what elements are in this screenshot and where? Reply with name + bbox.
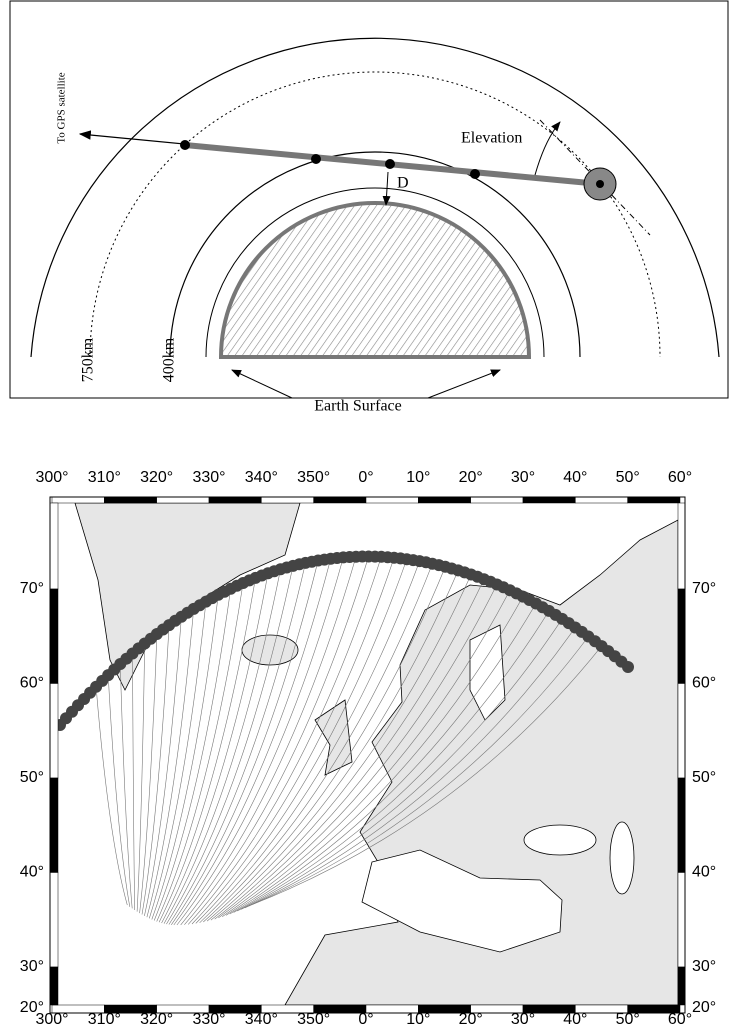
x-label-top: 330° xyxy=(192,469,225,486)
y-label-right: 70° xyxy=(692,580,716,597)
frame-stripe xyxy=(678,778,685,873)
frame-stripe xyxy=(628,497,680,503)
satellite-label: To GPS satellite xyxy=(56,72,68,143)
x-label-bottom: 60° xyxy=(668,1011,692,1026)
x-label-bottom: 340° xyxy=(245,1011,278,1026)
frame-stripe xyxy=(50,503,58,589)
x-label-top: 310° xyxy=(88,469,121,486)
frame-stripe xyxy=(366,497,418,503)
satellite-core xyxy=(596,180,604,188)
point xyxy=(470,169,480,179)
earth-label: Earth Surface xyxy=(314,398,402,415)
x-label-top: 60° xyxy=(668,469,692,486)
y-label-right: 20° xyxy=(692,999,716,1016)
y-label-left: 20° xyxy=(20,999,44,1016)
earth-arrow xyxy=(232,370,292,398)
point xyxy=(180,140,190,150)
x-label-bottom: 40° xyxy=(563,1011,587,1026)
elevation-label: Elevation xyxy=(461,130,522,147)
frame-stripe xyxy=(678,503,685,589)
frame-stripe xyxy=(50,684,58,779)
x-label-top: 0° xyxy=(358,469,373,486)
x-label-bottom: 330° xyxy=(192,1011,225,1026)
frame-stripe xyxy=(50,873,58,968)
x-label-bottom: 10° xyxy=(406,1011,430,1026)
frame-stripe xyxy=(418,497,470,503)
frame-stripe xyxy=(523,497,575,503)
point xyxy=(311,154,321,164)
frame-stripe xyxy=(50,778,58,873)
y-label-left: 70° xyxy=(20,580,44,597)
y-label-right: 60° xyxy=(692,675,716,692)
black-sea xyxy=(524,825,596,855)
x-label-bottom: 20° xyxy=(459,1011,483,1026)
frame-stripe xyxy=(678,873,685,968)
figure: To GPS satellite Elevation D 750km 400km… xyxy=(0,0,731,1026)
x-label-top: 320° xyxy=(140,469,173,486)
frame-stripe xyxy=(50,589,58,684)
frame-stripe xyxy=(52,497,104,503)
x-label-top: 10° xyxy=(406,469,430,486)
frame-stripe xyxy=(471,497,523,503)
elevation-arc xyxy=(535,122,560,175)
frame-stripe xyxy=(575,497,627,503)
page: To GPS satellite Elevation D 750km 400km… xyxy=(0,0,731,1031)
y-label-right: 30° xyxy=(692,958,716,975)
frame-stripe xyxy=(678,684,685,779)
frame-stripe xyxy=(314,497,366,503)
r750-label: 750km xyxy=(80,337,97,382)
caspian-sea xyxy=(610,822,634,894)
y-label-right: 50° xyxy=(692,769,716,786)
earth xyxy=(221,203,529,357)
y-label-left: 30° xyxy=(20,958,44,975)
x-label-bottom: 350° xyxy=(297,1011,330,1026)
d-label: D xyxy=(397,175,409,192)
x-label-top: 350° xyxy=(297,469,330,486)
x-label-top: 30° xyxy=(511,469,535,486)
y-label-right: 40° xyxy=(692,864,716,881)
x-label-bottom: 0° xyxy=(358,1011,373,1026)
frame-stripe xyxy=(50,967,58,1005)
frame-stripe xyxy=(209,497,261,503)
x-label-bottom: 50° xyxy=(616,1011,640,1026)
x-label-bottom: 310° xyxy=(88,1011,121,1026)
y-label-left: 40° xyxy=(20,864,44,881)
x-label-bottom: 30° xyxy=(511,1011,535,1026)
r400-label: 400km xyxy=(161,337,178,382)
x-label-top: 50° xyxy=(616,469,640,486)
y-label-left: 50° xyxy=(20,769,44,786)
x-label-top: 40° xyxy=(563,469,587,486)
x-label-top: 20° xyxy=(459,469,483,486)
y-label-left: 60° xyxy=(20,675,44,692)
frame-stripe xyxy=(678,967,685,1005)
frame-stripe xyxy=(261,497,313,503)
frame-stripe xyxy=(157,497,209,503)
x-label-bottom: 320° xyxy=(140,1011,173,1026)
arc-point xyxy=(622,661,634,673)
frame-stripe xyxy=(104,497,156,503)
point xyxy=(385,159,395,169)
x-label-top: 340° xyxy=(245,469,278,486)
earth-arrow xyxy=(428,370,500,398)
frame-stripe xyxy=(678,589,685,684)
x-label-top: 300° xyxy=(35,469,68,486)
